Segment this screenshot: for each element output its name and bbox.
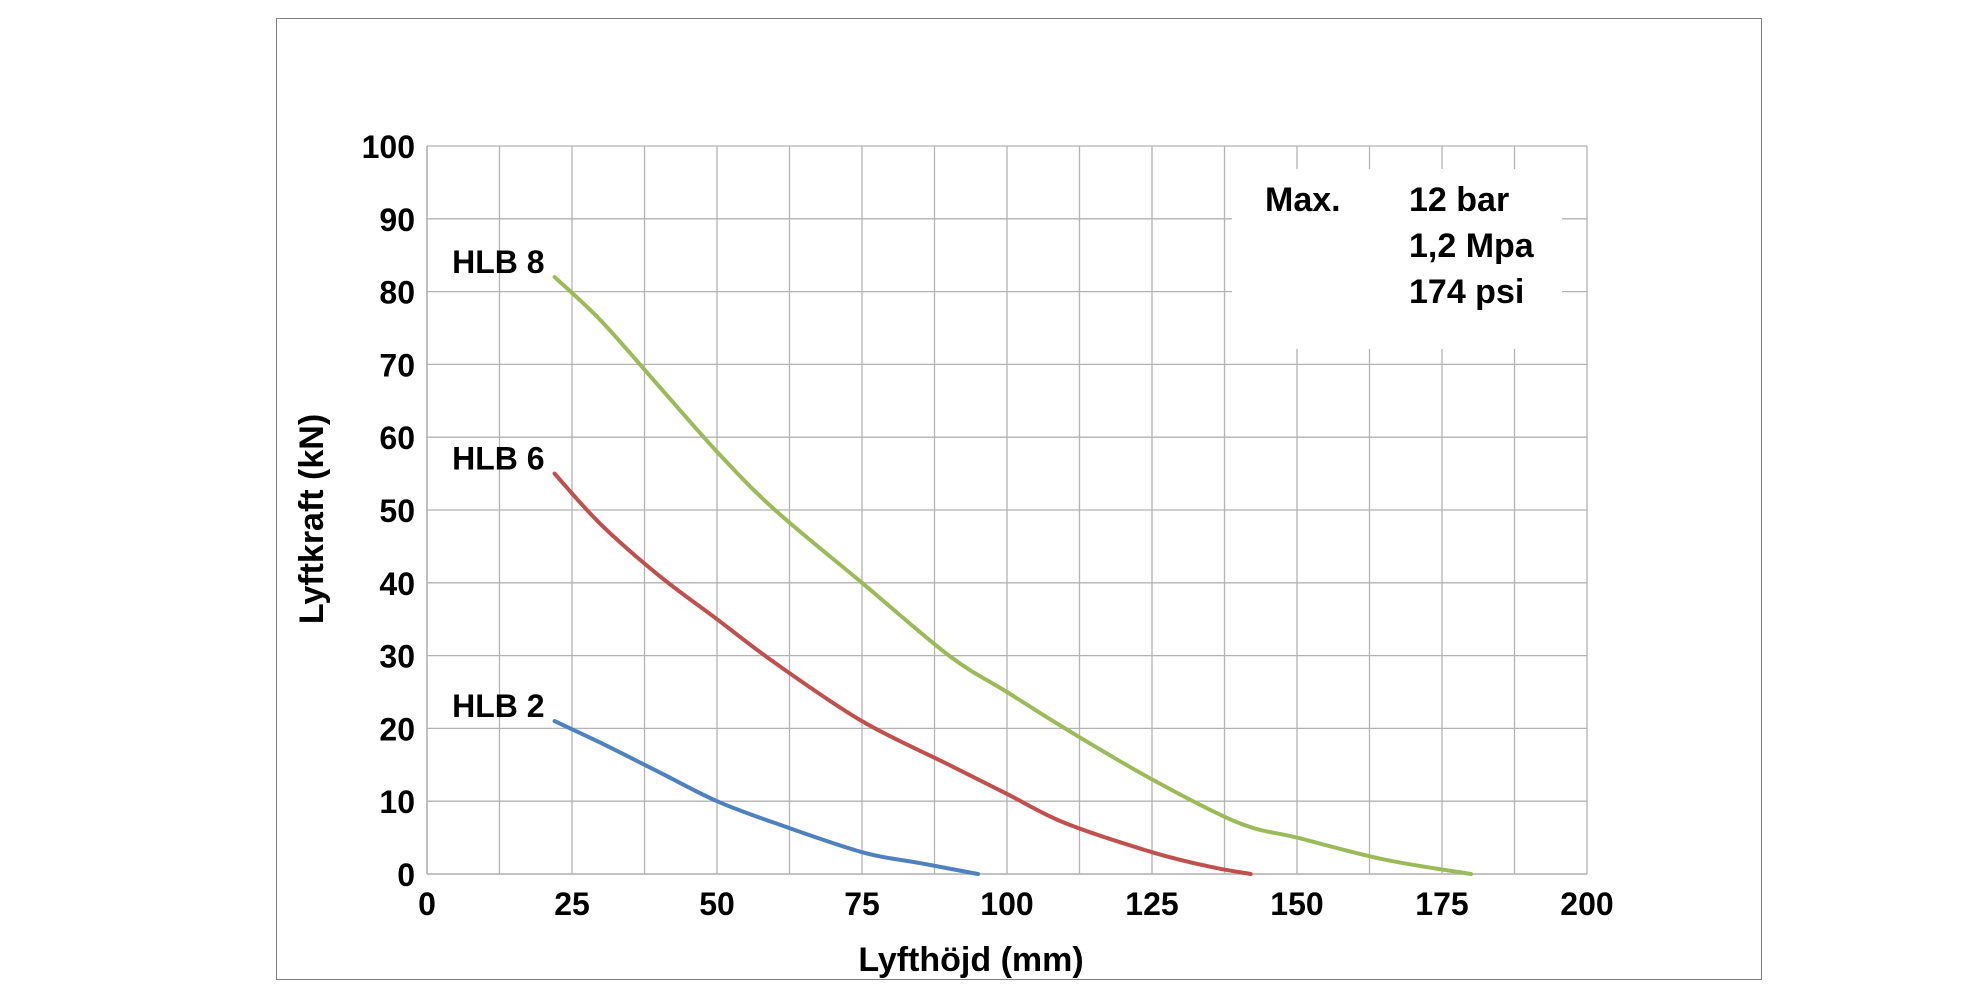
max-pressure-annotation: Max. 12 bar 1,2 Mpa 174 psi bbox=[1232, 169, 1562, 349]
x-tick-label: 100 bbox=[980, 886, 1033, 922]
line-chart: 0 10 20 30 40 50 60 70 80 90 100 0 25 50 75 100 125 150 1… bbox=[293, 129, 1614, 979]
x-tick-label: 200 bbox=[1560, 886, 1613, 922]
x-tick-label: 175 bbox=[1415, 886, 1468, 922]
x-axis-label: Lyfthöjd (mm) bbox=[858, 941, 1083, 979]
y-tick-label: 40 bbox=[379, 566, 415, 602]
series-line bbox=[552, 471, 1253, 876]
series-label: HLB 2 bbox=[452, 688, 544, 724]
annotation-line: 12 bar bbox=[1409, 181, 1509, 219]
annotation-line: 174 psi bbox=[1409, 273, 1524, 311]
y-tick-label: 80 bbox=[379, 275, 415, 311]
x-tick-labels: 0 25 50 75 100 125 150 175 200 bbox=[418, 886, 1614, 922]
y-tick-labels: 0 10 20 30 40 50 60 70 80 90 100 bbox=[362, 129, 415, 893]
y-tick-label: 70 bbox=[379, 347, 415, 383]
annotation-background bbox=[1232, 169, 1562, 349]
y-axis-label: Lyftkraft (kN) bbox=[293, 414, 331, 624]
y-tick-label: 90 bbox=[379, 202, 415, 238]
x-tick-label: 150 bbox=[1270, 886, 1323, 922]
series-line bbox=[552, 275, 1473, 876]
x-tick-label: 25 bbox=[554, 886, 590, 922]
x-tick-label: 50 bbox=[699, 886, 735, 922]
annotation-line: 1,2 Mpa bbox=[1409, 227, 1535, 265]
x-tick-label: 125 bbox=[1125, 886, 1178, 922]
series-line bbox=[552, 719, 980, 876]
y-tick-label: 30 bbox=[379, 639, 415, 675]
y-tick-label: 0 bbox=[397, 857, 415, 893]
x-tick-label: 75 bbox=[844, 886, 880, 922]
series-label: HLB 8 bbox=[452, 244, 544, 280]
axes bbox=[426, 146, 1587, 875]
annotation-label: Max. bbox=[1265, 181, 1341, 219]
y-tick-label: 50 bbox=[379, 493, 415, 529]
series-label: HLB 6 bbox=[452, 441, 544, 477]
y-tick-label: 20 bbox=[379, 711, 415, 747]
x-tick-label: 0 bbox=[418, 886, 436, 922]
y-tick-label: 100 bbox=[362, 129, 415, 165]
chart-frame: 0 10 20 30 40 50 60 70 80 90 100 0 25 50 75 100 125 150 1… bbox=[276, 18, 1762, 980]
series-lines bbox=[552, 275, 1473, 876]
series-labels: HLB 8 HLB 6 HLB 2 bbox=[452, 244, 544, 724]
y-tick-label: 10 bbox=[379, 784, 415, 820]
y-tick-label: 60 bbox=[379, 420, 415, 456]
